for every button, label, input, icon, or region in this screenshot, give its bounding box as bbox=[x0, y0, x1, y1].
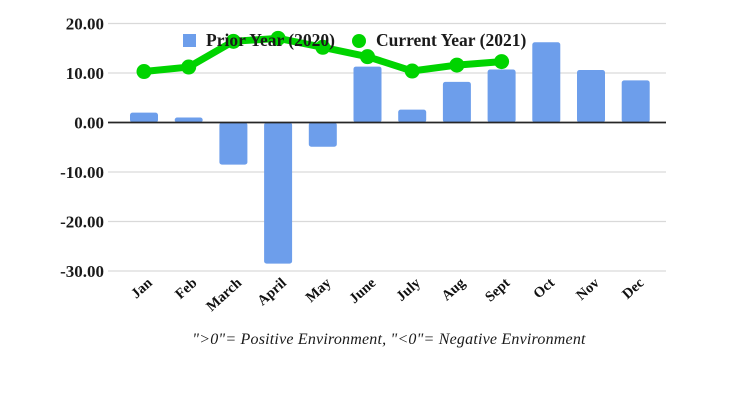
legend-label-prior-year: Prior Year (2020) bbox=[206, 30, 335, 50]
y-axis-tick-label: 0.00 bbox=[74, 114, 104, 133]
y-axis-tick-label: 10.00 bbox=[66, 64, 104, 83]
bar-july bbox=[398, 109, 427, 123]
legend-item-current-year: Current Year (2021) bbox=[351, 30, 527, 51]
y-axis-tick-label: -10.00 bbox=[60, 163, 104, 182]
chart-footnote: ">0"= Positive Environment, "<0"= Negati… bbox=[192, 331, 586, 348]
bar-sept bbox=[487, 69, 516, 123]
bar-aug bbox=[442, 81, 471, 123]
bar-nov bbox=[577, 70, 605, 123]
x-axis-label-oct: Oct bbox=[531, 275, 559, 302]
bar-oct bbox=[532, 42, 561, 123]
marker-march bbox=[225, 33, 241, 49]
marker-feb bbox=[181, 59, 197, 75]
bar-feb bbox=[174, 117, 203, 123]
y-axis-tick-label: -30.00 bbox=[60, 262, 104, 281]
x-axis-label-jan: Jan bbox=[128, 275, 155, 302]
x-axis-label-july: July bbox=[393, 275, 424, 305]
x-axis-label-may: May bbox=[303, 275, 335, 306]
marker-may bbox=[315, 39, 331, 55]
x-axis-label-april: April bbox=[255, 275, 290, 309]
y-axis-tick-label: -20.00 bbox=[60, 213, 104, 232]
bar-dec bbox=[621, 80, 650, 123]
marker-sept bbox=[494, 54, 510, 70]
bar-series-swatch-icon bbox=[183, 34, 196, 47]
x-axis-label-june: June bbox=[346, 275, 379, 307]
bar-may bbox=[308, 122, 337, 147]
chart-legend: Prior Year (2020) Current Year (2021) bbox=[183, 30, 526, 51]
x-axis-label-sept: Sept bbox=[482, 275, 513, 305]
marker-june bbox=[360, 49, 375, 65]
legend-item-prior-year: Prior Year (2020) bbox=[183, 30, 335, 51]
line-series-swatch-icon bbox=[351, 33, 366, 48]
bar-march bbox=[219, 122, 248, 165]
marker-july bbox=[404, 63, 420, 79]
bar-june bbox=[353, 66, 382, 123]
y-axis-tick-label: 20.00 bbox=[66, 15, 104, 34]
bar-april bbox=[264, 122, 293, 264]
marker-aug bbox=[449, 57, 465, 73]
bar-jan bbox=[130, 112, 158, 123]
x-axis-label-dec: Dec bbox=[619, 275, 647, 303]
x-axis-label-feb: Feb bbox=[172, 275, 200, 303]
x-axis-label-march: March bbox=[203, 275, 245, 315]
x-axis-label-nov: Nov bbox=[573, 275, 603, 304]
marker-april bbox=[270, 30, 286, 46]
marker-jan bbox=[136, 64, 152, 80]
legend-label-current-year: Current Year (2021) bbox=[375, 30, 527, 50]
x-axis-label-aug: Aug bbox=[439, 275, 469, 305]
